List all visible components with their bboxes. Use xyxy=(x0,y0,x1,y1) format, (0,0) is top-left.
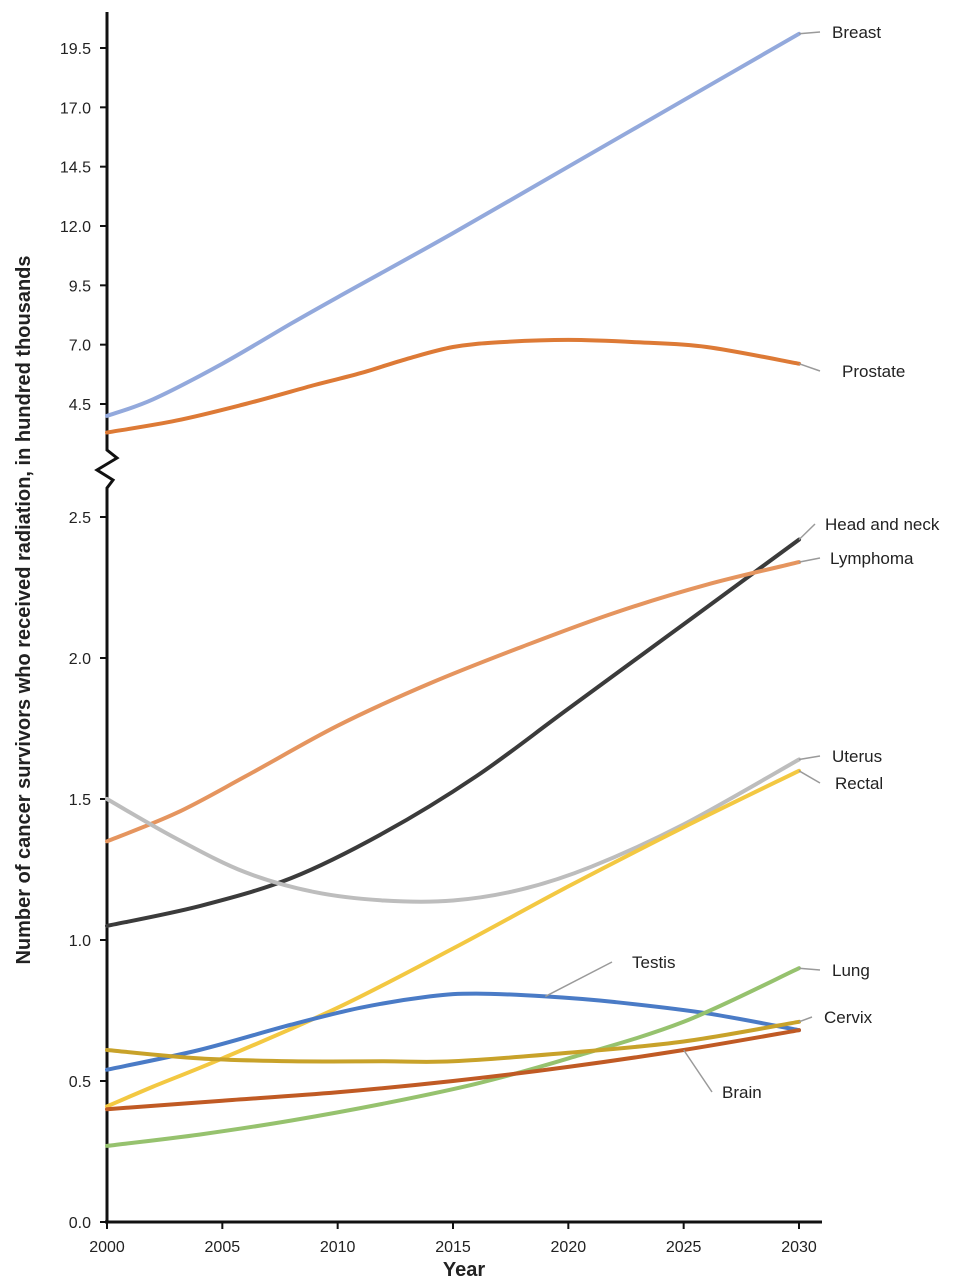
series-label-breast: Breast xyxy=(832,23,881,42)
y-tick-label: 9.5 xyxy=(69,278,91,295)
y-tick-label: 17.0 xyxy=(60,100,91,117)
axes xyxy=(94,12,822,1229)
series-line-lymphoma xyxy=(105,560,801,844)
series-label-testis: Testis xyxy=(632,953,675,972)
y-axis-line xyxy=(94,12,120,1222)
label-leader-line xyxy=(798,523,816,541)
label-leader-line xyxy=(798,1016,813,1023)
label-leader-line xyxy=(798,557,821,563)
x-tick-label: 2025 xyxy=(666,1239,702,1256)
series-line-prostate xyxy=(105,337,801,435)
label-leader-line xyxy=(798,967,821,971)
series-lines xyxy=(105,31,801,1148)
x-tick-label: 2010 xyxy=(320,1239,356,1256)
y-tick-label: 1.0 xyxy=(69,933,91,950)
series-label-prostate: Prostate xyxy=(842,362,905,381)
x-tick-label: 2020 xyxy=(551,1239,587,1256)
series-label-lymphoma: Lymphoma xyxy=(830,549,914,568)
series-line-uterus xyxy=(105,757,801,904)
label-leader-line xyxy=(798,770,821,784)
y-tick-label: 19.5 xyxy=(60,41,91,58)
series-label-lung: Lung xyxy=(832,961,870,980)
x-tick-label: 2005 xyxy=(205,1239,241,1256)
series-labels: Breast Prostate Head and neck Lymphoma Uteru… xyxy=(544,23,940,1102)
y-tick-label: 2.0 xyxy=(69,651,91,668)
y-tick-label: 2.5 xyxy=(69,510,91,527)
y-tick-label: 4.5 xyxy=(69,397,91,414)
series-line-lung xyxy=(105,966,801,1148)
series-label-uterus: Uterus xyxy=(832,747,882,766)
label-leader-line xyxy=(798,362,821,372)
tick-labels: 2000 2005 2010 2015 2020 2025 2030 0.0 0.5 1.0 1.5… xyxy=(60,41,817,1256)
y-tick-label: 0.0 xyxy=(69,1215,91,1232)
y-axis-title: Number of cancer survivors who received … xyxy=(13,255,35,964)
label-leader-line xyxy=(683,1049,713,1093)
series-label-cervix: Cervix xyxy=(824,1008,873,1027)
y-tick-label: 7.0 xyxy=(69,338,91,355)
series-label-brain: Brain xyxy=(722,1083,762,1102)
x-tick-label: 2015 xyxy=(435,1239,471,1256)
label-leader-line xyxy=(798,755,821,761)
series-line-testis xyxy=(105,991,801,1072)
y-tick-label: 12.0 xyxy=(60,219,91,236)
x-axis-title: Year xyxy=(443,1259,485,1280)
x-tick-label: 2000 xyxy=(89,1239,125,1256)
series-label-rectal: Rectal xyxy=(835,774,883,793)
label-leader-line xyxy=(544,961,613,998)
series-line-brain xyxy=(105,1028,801,1112)
y-tick-label: 1.5 xyxy=(69,792,91,809)
series-line-head-and-neck xyxy=(105,537,801,928)
x-tick-label: 2030 xyxy=(781,1239,817,1256)
label-leader-line xyxy=(798,31,821,35)
series-line-cervix xyxy=(105,1019,801,1064)
series-line-breast xyxy=(105,31,801,418)
series-label-head-and-neck: Head and neck xyxy=(825,515,940,534)
y-tick-label: 14.5 xyxy=(60,160,91,177)
y-tick-label: 0.5 xyxy=(69,1074,91,1091)
series-line-rectal xyxy=(105,768,801,1109)
